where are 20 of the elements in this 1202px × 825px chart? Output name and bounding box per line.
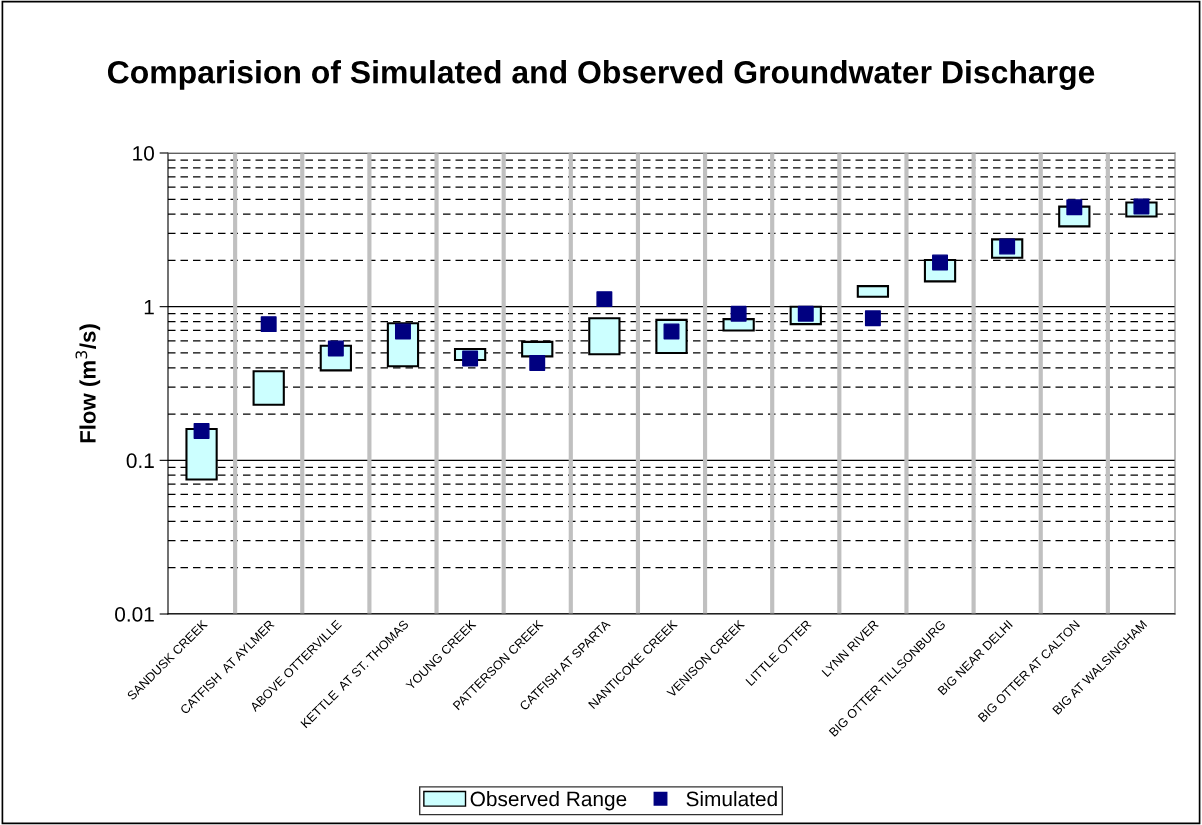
y-tick-label: 0.01 xyxy=(115,607,154,622)
legend-label: Simulated xyxy=(686,791,777,807)
point xyxy=(327,340,344,357)
y-tick-label: 0.1 xyxy=(126,453,154,469)
point xyxy=(394,323,411,340)
point xyxy=(260,316,277,333)
bar xyxy=(856,285,890,298)
point xyxy=(596,291,613,308)
y-tick-label: 10 xyxy=(133,146,154,161)
point xyxy=(1133,198,1150,215)
point xyxy=(730,305,747,322)
point xyxy=(529,355,546,371)
point xyxy=(193,423,210,440)
point xyxy=(1066,199,1083,216)
legend-label: Observed Range xyxy=(470,791,627,811)
point xyxy=(864,310,881,327)
y-axis-title: Flow (m$^{3}$/s) xyxy=(75,324,101,443)
chart-title: Comparision of Simulated and Observed Groundwater Discharge xyxy=(107,60,1095,90)
point xyxy=(462,350,479,367)
y-tick-label: 1 xyxy=(144,299,154,315)
